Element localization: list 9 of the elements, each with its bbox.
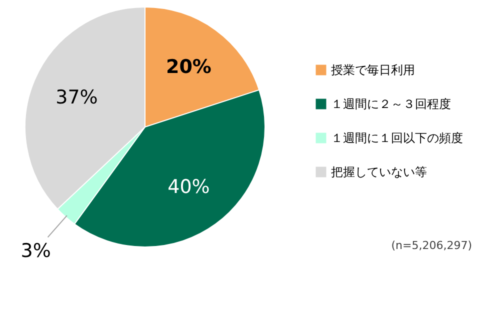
legend-label: 把握していない等 — [331, 165, 427, 179]
legend-label: １週間に２～３回程度 — [331, 97, 451, 111]
data-label: 37% — [56, 86, 98, 108]
legend-label: 授業で毎日利用 — [331, 63, 415, 77]
text: (n=5,206,297) — [391, 239, 472, 252]
legend-label: １週間に１回以下の頻度 — [331, 131, 463, 145]
data-label: 20% — [166, 56, 212, 78]
data-label: 40% — [168, 176, 210, 198]
data-label: 3% — [20, 240, 51, 262]
